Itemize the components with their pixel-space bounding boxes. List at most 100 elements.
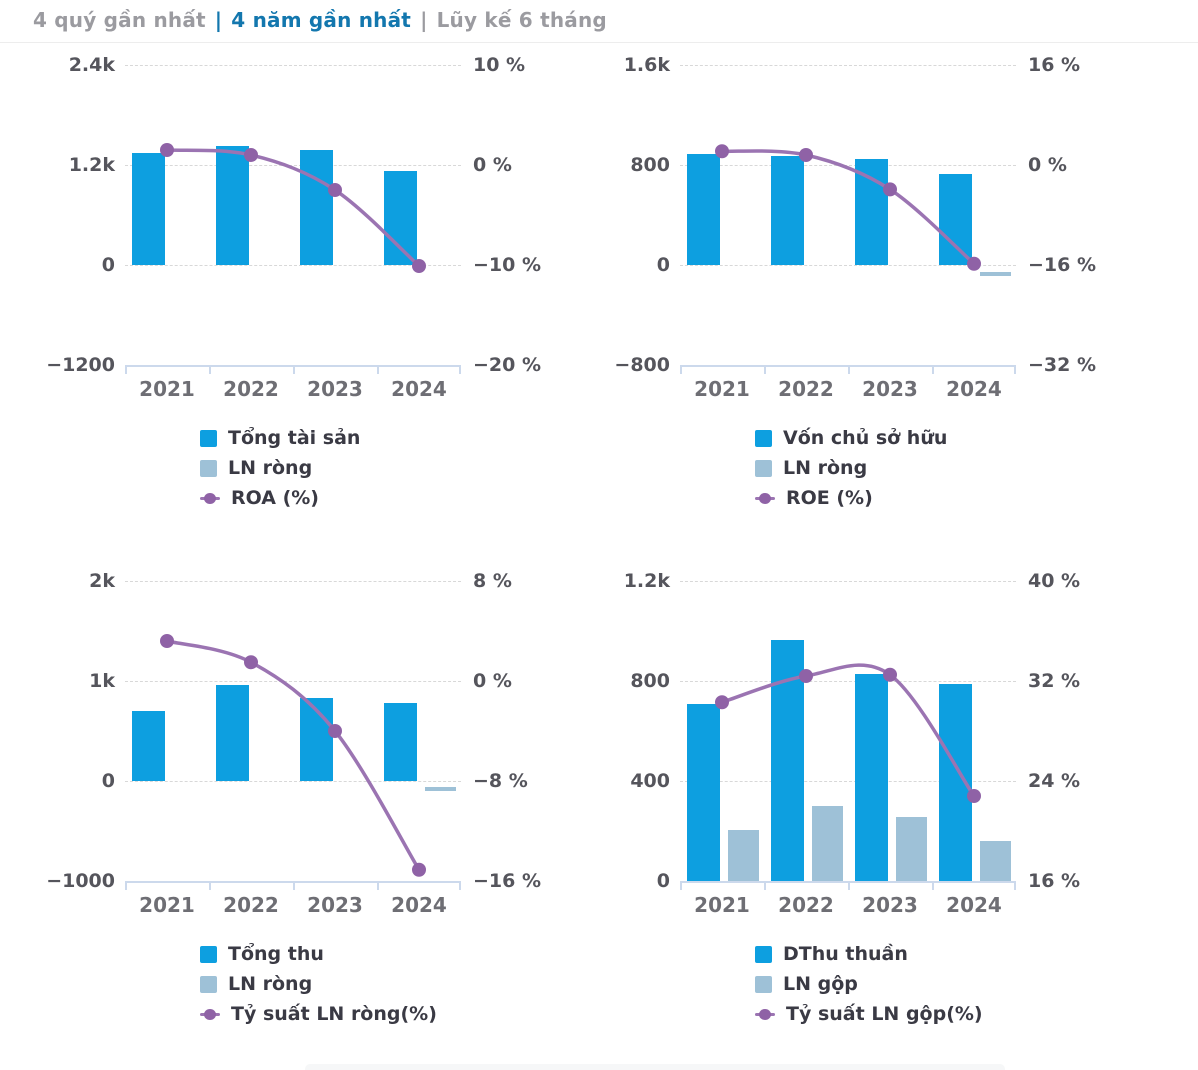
charts-grid: 2.4k 1.2k 0 −1200 10 % 0 % −10 % −20 % 2021 2022 2… <box>0 43 1198 1025</box>
x-axis-label-2024: 2024 <box>946 893 1002 917</box>
right-axis-tick-label: 40 % <box>1028 570 1081 592</box>
left-axis-tick-label: 1.6k <box>623 54 670 76</box>
line-series <box>160 143 426 273</box>
tab-luy-ke-6-thang[interactable]: Lũy kế 6 tháng <box>436 8 607 32</box>
legend-item[interactable]: Tổng thu <box>200 943 575 965</box>
axis-tick <box>764 365 766 374</box>
header-divider <box>0 42 1198 43</box>
legend-label: DThu thuần <box>783 943 908 965</box>
legend-label: LN ròng <box>228 457 313 479</box>
bar-2023-primary[interactable] <box>855 158 888 265</box>
legend-item[interactable]: LN ròng <box>755 457 1145 479</box>
bar-2023-primary[interactable] <box>855 673 888 881</box>
gridline <box>125 681 461 682</box>
axis-tick <box>932 365 934 374</box>
line-marker-2024[interactable] <box>967 256 981 271</box>
line-marker-2023[interactable] <box>328 183 342 197</box>
legend-item[interactable]: LN gộp <box>755 973 1145 995</box>
tab-4-quy-gan-nhat[interactable]: 4 quý gần nhất <box>33 8 206 32</box>
legend-line-marker-icon <box>200 1006 220 1023</box>
line-marker-2021[interactable] <box>715 695 729 710</box>
legend-item[interactable]: ROE (%) <box>755 487 1145 509</box>
line-marker-2021[interactable] <box>160 634 174 648</box>
left-axis-tick-label: −1000 <box>46 870 115 892</box>
plot-area <box>125 65 461 374</box>
bar-2021-primary[interactable] <box>687 153 720 265</box>
bar-2022-secondary[interactable] <box>812 806 843 881</box>
legend-item[interactable]: LN ròng <box>200 973 575 995</box>
tab-separator: | <box>214 8 223 32</box>
line-marker-2024[interactable] <box>412 862 426 877</box>
left-axis-tick-label: 2k <box>89 570 115 592</box>
gridline <box>125 65 461 66</box>
bar-2021-primary[interactable] <box>132 711 165 781</box>
right-axis-tick-label: 16 % <box>1028 54 1081 76</box>
plot-area <box>125 581 461 890</box>
bar-2021-secondary[interactable] <box>728 829 759 881</box>
x-axis-label-2023: 2023 <box>862 377 918 401</box>
bar-2024-primary[interactable] <box>939 173 972 265</box>
legend-item[interactable]: LN ròng <box>200 457 575 479</box>
bar-2023-primary[interactable] <box>300 150 333 265</box>
x-axis-line <box>125 881 461 883</box>
x-axis-labels: 2021 2022 2023 2024 <box>680 893 1016 917</box>
legend-line-marker-icon <box>200 490 220 507</box>
line-marker-2023[interactable] <box>328 724 342 738</box>
legend-swatch-icon <box>200 945 217 963</box>
bar-2024-secondary[interactable] <box>980 272 1011 277</box>
gridline <box>680 681 1016 682</box>
gridline <box>125 781 461 782</box>
legend-item[interactable]: Tỷ suất LN gộp(%) <box>755 1003 1145 1025</box>
next-section-edge <box>305 1064 1005 1070</box>
x-axis-label-2021: 2021 <box>694 893 750 917</box>
axis-tick <box>209 365 211 374</box>
chart-3: 2k 1k 0 −1000 8 % 0 % −8 % −16 % 2021 2022 2023 202… <box>30 559 575 1025</box>
legend-item[interactable]: Tổng tài sản <box>200 427 575 449</box>
right-axis-tick-label: 16 % <box>1028 870 1081 892</box>
tab-separator: | <box>420 8 428 32</box>
bar-2022-primary[interactable] <box>216 145 249 265</box>
axis-tick <box>680 365 682 374</box>
x-axis-line <box>680 365 1016 367</box>
line-marker-2023[interactable] <box>883 182 897 197</box>
bar-2023-secondary[interactable] <box>896 817 927 881</box>
bar-2021-primary[interactable] <box>132 153 165 265</box>
bar-2022-primary[interactable] <box>771 156 804 265</box>
line-marker-2022[interactable] <box>799 669 813 683</box>
axis-tick <box>377 881 379 890</box>
line-marker-2024[interactable] <box>412 259 426 273</box>
gridline <box>680 165 1016 166</box>
line-marker-2022[interactable] <box>799 148 813 162</box>
x-axis-label-2024: 2024 <box>391 377 447 401</box>
axis-tick <box>209 881 211 890</box>
left-axis-tick-label: −1200 <box>46 354 115 376</box>
left-axis-labels: 1.2k 800 400 0 <box>585 570 680 892</box>
right-axis-tick-label: 0 % <box>1028 154 1067 176</box>
x-axis-label-2023: 2023 <box>862 893 918 917</box>
x-axis-line <box>680 881 1016 883</box>
line-marker-2022[interactable] <box>244 148 258 162</box>
line-marker-2021[interactable] <box>715 144 729 159</box>
legend-item[interactable]: Vốn chủ sở hữu <box>755 427 1145 449</box>
legend-line-marker-icon <box>755 490 775 507</box>
legend-item[interactable]: ROA (%) <box>200 487 575 509</box>
bar-2022-primary[interactable] <box>216 685 249 781</box>
left-axis-tick-label: 0 <box>101 770 115 792</box>
x-axis-label-2024: 2024 <box>946 377 1002 401</box>
bar-2024-primary[interactable] <box>384 703 417 781</box>
line-marker-2021[interactable] <box>160 143 174 157</box>
line-marker-2024[interactable] <box>967 789 981 803</box>
line-marker-2022[interactable] <box>244 655 258 670</box>
right-axis-labels: 8 % 0 % −8 % −16 % <box>461 570 551 892</box>
x-axis-label-2021: 2021 <box>139 893 195 917</box>
bar-2024-secondary[interactable] <box>980 841 1011 881</box>
right-axis-tick-label: 0 % <box>473 670 512 692</box>
axis-tick <box>125 365 127 374</box>
right-axis-tick-label: 24 % <box>1028 770 1081 792</box>
legend-item[interactable]: Tỷ suất LN ròng(%) <box>200 1003 575 1025</box>
tab-4-nam-gan-nhat[interactable]: 4 năm gần nhất <box>231 8 412 32</box>
bar-2024-secondary[interactable] <box>425 787 456 791</box>
bar-2021-primary[interactable] <box>687 703 720 881</box>
line-marker-2023[interactable] <box>883 667 897 682</box>
legend-item[interactable]: DThu thuần <box>755 943 1145 965</box>
